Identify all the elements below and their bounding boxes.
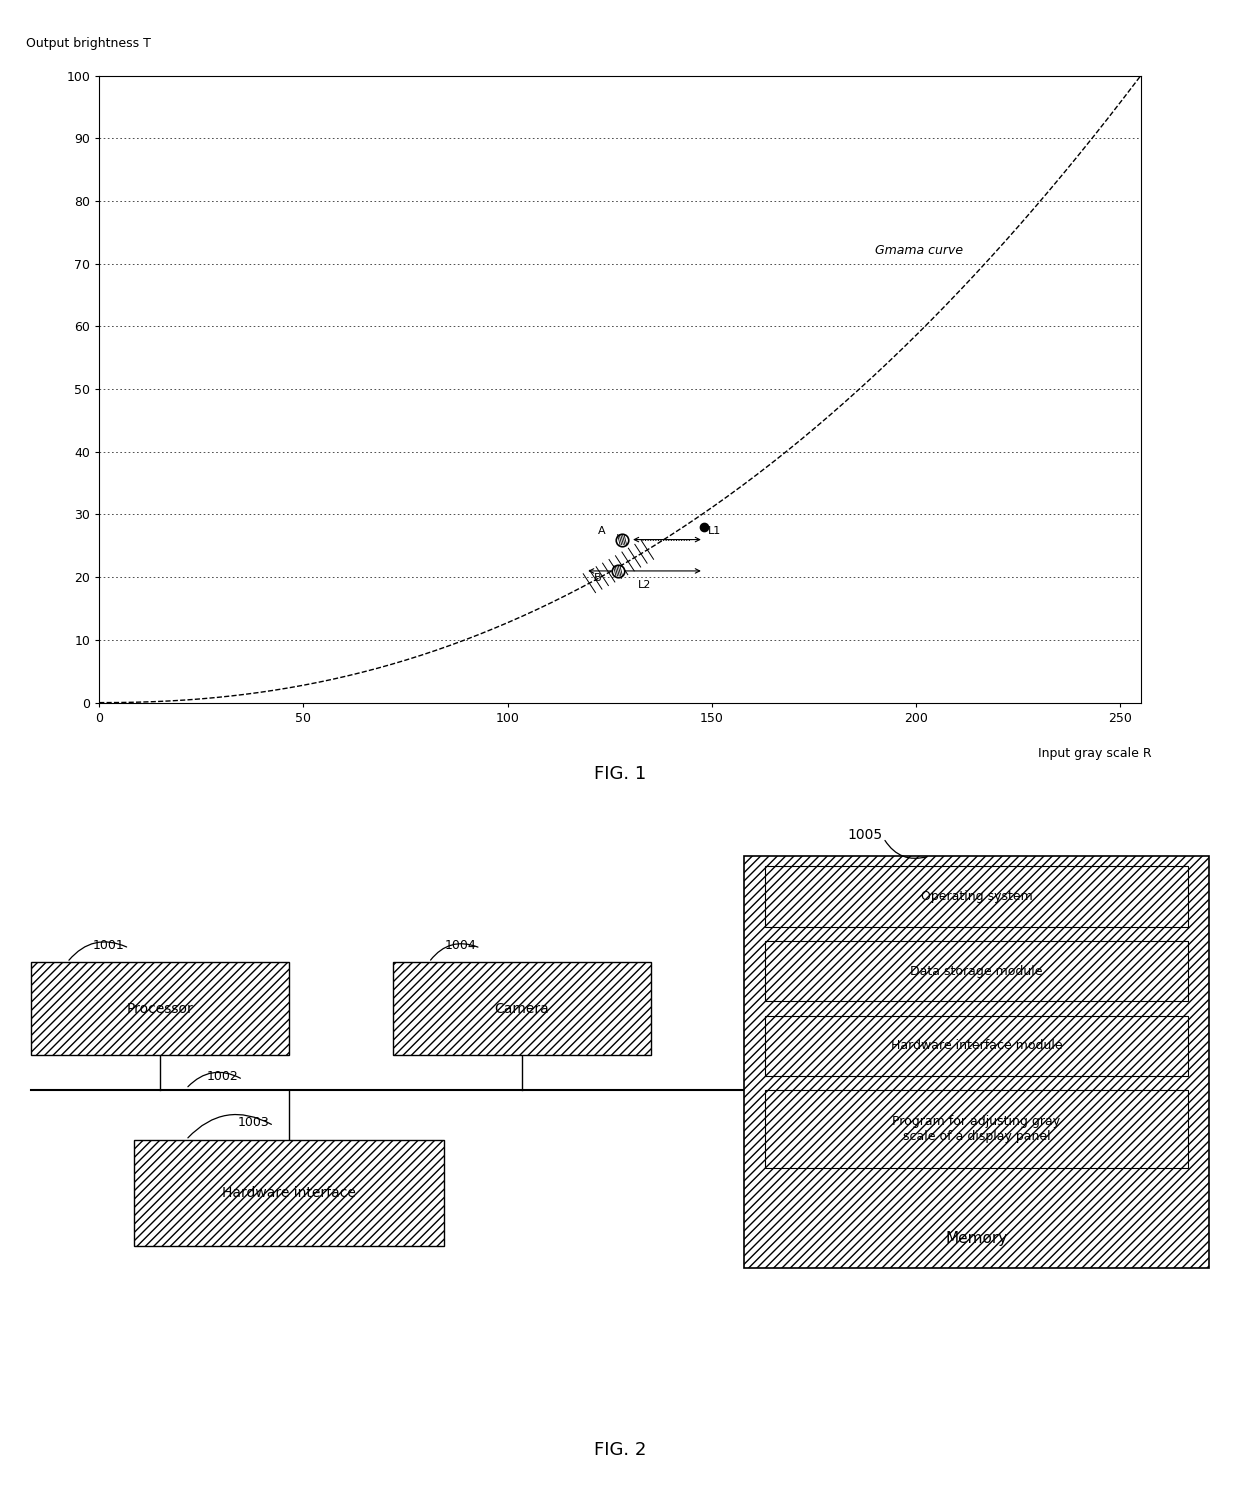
Text: Memory: Memory xyxy=(945,1231,1008,1247)
Bar xyxy=(744,855,1209,1268)
Bar xyxy=(134,1139,444,1247)
Text: Program for adjusting gray
scale of a display panel: Program for adjusting gray scale of a di… xyxy=(893,1115,1060,1144)
Text: FIG. 1: FIG. 1 xyxy=(594,765,646,783)
Bar xyxy=(765,941,1188,1002)
Text: A: A xyxy=(598,526,605,536)
Bar xyxy=(765,1015,1188,1076)
Bar xyxy=(765,1091,1188,1168)
Text: 1005: 1005 xyxy=(847,828,883,842)
Text: 1003: 1003 xyxy=(238,1117,269,1129)
Text: B: B xyxy=(594,573,601,583)
Text: 1002: 1002 xyxy=(207,1070,238,1083)
Text: Hardware interface: Hardware interface xyxy=(222,1186,356,1200)
Text: FIG. 2: FIG. 2 xyxy=(594,1441,646,1460)
Bar xyxy=(765,866,1188,926)
Text: Hardware interface module: Hardware interface module xyxy=(890,1040,1063,1052)
Text: Output brightness T: Output brightness T xyxy=(26,38,151,50)
Bar xyxy=(31,963,289,1055)
Text: Data storage module: Data storage module xyxy=(910,964,1043,978)
Text: 1001: 1001 xyxy=(93,938,125,952)
Text: L2: L2 xyxy=(637,580,651,591)
Text: Processor: Processor xyxy=(126,1002,193,1015)
Text: Operating system: Operating system xyxy=(920,890,1033,904)
Text: Camera: Camera xyxy=(495,1002,549,1015)
Bar xyxy=(393,963,651,1055)
Text: 1004: 1004 xyxy=(444,938,476,952)
Text: L1: L1 xyxy=(708,526,722,536)
Text: Input gray scale R: Input gray scale R xyxy=(1038,746,1151,760)
Text: Gmama curve: Gmama curve xyxy=(875,245,963,257)
